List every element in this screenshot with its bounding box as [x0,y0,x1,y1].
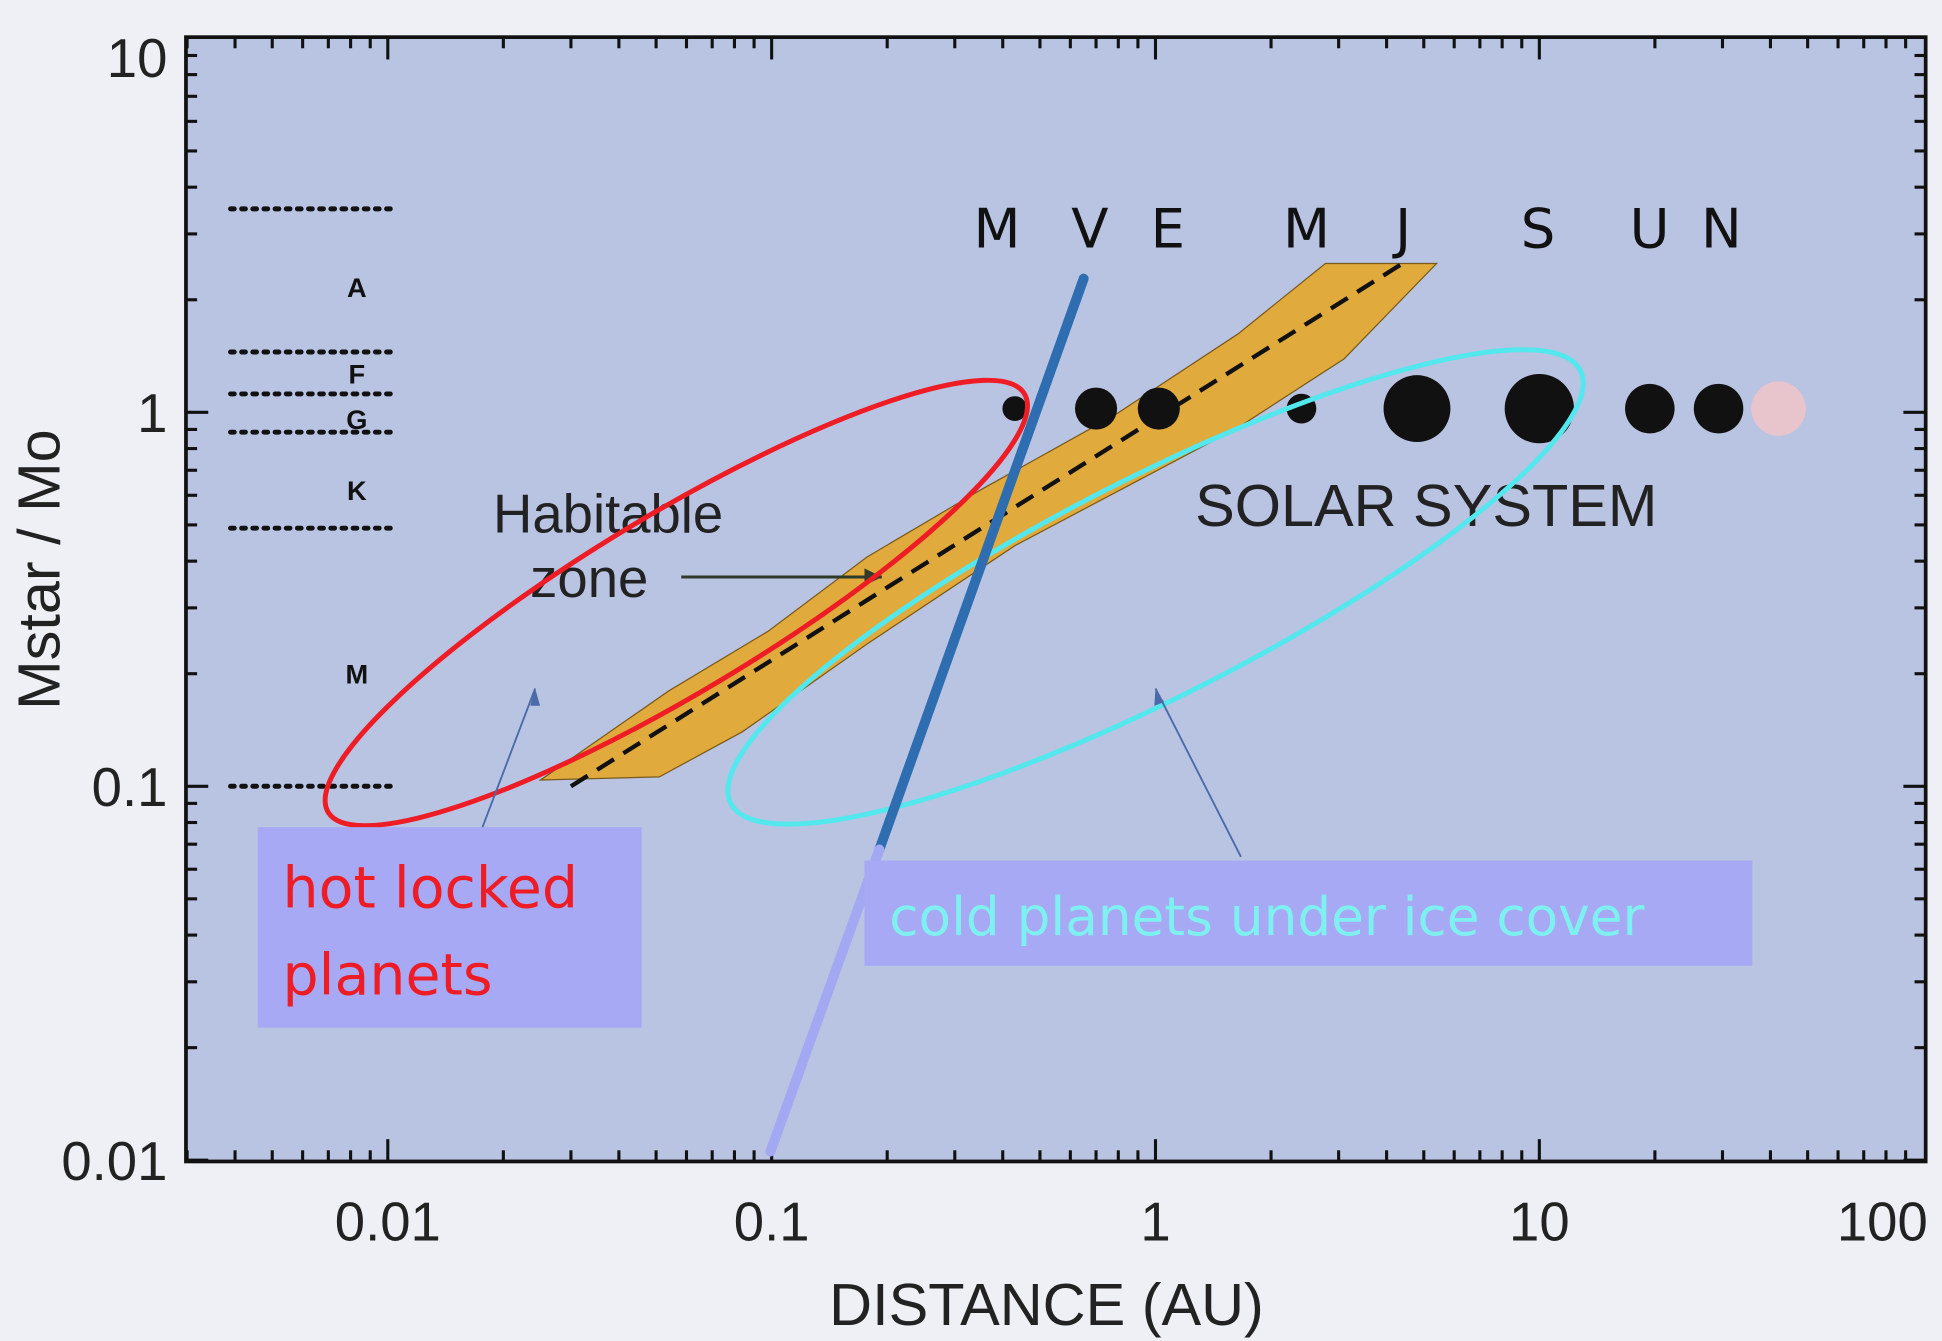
hot-label-line2: planets [283,942,493,1008]
solar-system-label: SOLAR SYSTEM [1195,472,1657,539]
cold-planets-ellipse [725,347,1586,827]
planet-label: S [1521,197,1556,261]
planet-label: J [1392,197,1411,261]
planet-label: E [1151,197,1185,261]
y-axis-label: Mstar / Mo [6,429,73,710]
y-tick-labels: 10 1 0.1 0.01 [61,28,167,1192]
planet-dot [1383,375,1451,443]
y-tick-label: 0.01 [61,1131,167,1192]
x-tick-labels: 0.01 0.1 1 10 100 [335,1192,1928,1253]
stellar-type-label: G [346,404,367,435]
divider-line-light [765,844,885,1157]
planet-dot [1625,383,1675,434]
y-tick-label: 1 [137,383,167,444]
plot-frame [184,35,1928,1164]
hot-pointer-arrowhead [530,688,541,706]
cold-pointer-arrow [1154,688,1242,858]
habitable-zone-center-line [569,261,1404,789]
planet-dot [1693,383,1744,434]
hot-label-line1: hot locked [283,856,578,922]
planet-label: N [1701,197,1742,261]
x-tick-label: 10 [1509,1192,1570,1253]
cold-pointer-arrowhead [1154,688,1165,706]
planet-dot [1504,373,1575,444]
y-tick-label: 0.1 [92,757,168,818]
planet-label: M [1283,197,1330,261]
planet-label: V [1071,197,1108,261]
x-tick-label: 0.01 [335,1192,441,1253]
planet-label: M [974,197,1021,261]
cold-label-box [864,860,1753,966]
planet-dot [1074,387,1118,430]
stellar-type-label: F [349,358,366,389]
planet-dot [1002,396,1028,421]
x-tick-label: 1 [1140,1192,1170,1253]
x-tick-label: 100 [1837,1192,1928,1253]
x-axis-label: DISTANCE (AU) [829,1271,1264,1338]
cold-label: cold planets under ice cover [889,886,1644,948]
planet-label: U [1630,197,1670,261]
hot-label-box [257,827,642,1028]
divider-line-dark [874,273,1089,855]
planet-dot [1751,381,1806,436]
stellar-type-label: M [345,659,368,690]
stellar-type-label: A [347,272,367,303]
stellar-type-label: K [347,475,367,506]
y-tick-label: 10 [107,28,168,89]
planet-dot [1137,387,1180,430]
hot-pointer-arrow [479,688,537,833]
stellar-type-boundaries: A FG K M [228,206,397,789]
x-tick-label: 0.1 [734,1192,810,1253]
hot-planets-ellipse [322,377,1030,829]
